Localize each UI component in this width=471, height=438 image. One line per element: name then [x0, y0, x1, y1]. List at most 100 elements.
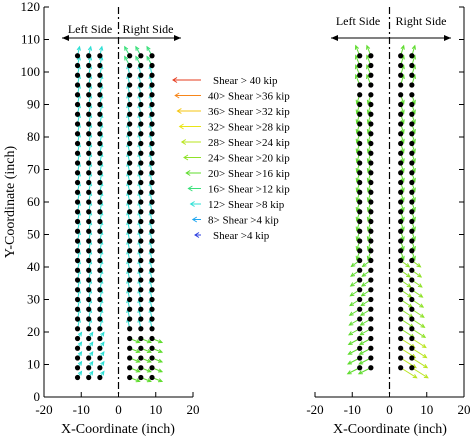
bolt-point — [97, 199, 103, 205]
bolt-point — [97, 345, 103, 351]
bolt-point — [86, 296, 92, 303]
bolt-point — [357, 316, 363, 322]
bolt-point — [409, 257, 415, 264]
bolt-point — [86, 179, 92, 186]
bolt-point — [357, 160, 363, 166]
bolt-point — [368, 345, 374, 351]
bolt-point — [149, 365, 155, 371]
bolt-point — [357, 267, 363, 273]
bolt-point — [138, 82, 144, 88]
bolt-point — [86, 53, 92, 59]
shear-vector — [411, 328, 427, 339]
bolt-point — [398, 316, 404, 322]
bolt-point — [74, 228, 81, 234]
bolt-point — [409, 199, 415, 205]
bolt-point — [74, 209, 81, 215]
legend-label: 28> Shear >24 kip — [208, 137, 290, 149]
bolt-point — [368, 316, 374, 322]
legend-arrow — [180, 139, 201, 145]
bolt-point — [97, 111, 103, 117]
bolt-point — [357, 82, 363, 88]
bolt-point — [368, 62, 374, 69]
bolt-point — [398, 62, 404, 69]
bolt-point — [127, 365, 133, 371]
bolt-point — [127, 150, 133, 156]
bolt-point — [138, 53, 144, 59]
legend-entry: Shear > 40 kip — [172, 75, 278, 87]
bolt-point — [409, 296, 415, 303]
bolt-point — [97, 218, 103, 225]
legend-label: 16> Shear >12 kip — [208, 184, 290, 196]
bolt-point — [398, 296, 404, 303]
bolt-point — [357, 170, 363, 176]
y-tick-label: 10 — [27, 357, 40, 372]
y-tick-label: 60 — [27, 194, 40, 209]
bolt-point — [357, 335, 363, 342]
bolt-point — [127, 306, 133, 312]
bolt-point — [138, 62, 144, 69]
bolt-point — [138, 355, 144, 361]
legend-entry: 16> Shear >12 kip — [187, 184, 290, 196]
bolt-point — [409, 316, 415, 322]
bolt-point — [127, 179, 133, 186]
y-tick-label: 120 — [21, 0, 41, 14]
bolt-point — [398, 277, 404, 283]
bolt-point — [74, 267, 81, 273]
bolt-point — [138, 218, 144, 225]
bolt-point — [138, 189, 144, 195]
bolt-point — [357, 111, 363, 117]
y-tick-label: 80 — [27, 129, 40, 144]
bolt-point — [149, 72, 155, 78]
bolt-point — [409, 160, 415, 166]
bolt-point — [368, 82, 374, 88]
legend-entry: 36> Shear >32 kip — [176, 106, 290, 118]
legend-entry: 28> Shear >24 kip — [180, 137, 290, 149]
legend-label: 20> Shear >16 kip — [208, 168, 290, 180]
bolt-point — [74, 179, 81, 186]
shear-vector — [400, 367, 418, 379]
bolt-point — [149, 374, 155, 381]
bolt-point — [149, 160, 155, 166]
legend-entry: 8> Shear >4 kip — [191, 215, 279, 227]
legend-entry: 12> Shear >8 kip — [189, 199, 285, 211]
bolt-point — [138, 248, 144, 254]
y-tick-label: 0 — [34, 389, 41, 404]
bolt-point — [74, 150, 81, 156]
legend-label: Shear > 40 kip — [213, 75, 278, 87]
bolt-point — [86, 82, 92, 88]
bolt-point — [86, 238, 92, 244]
bolt-point — [86, 267, 92, 273]
bolt-point — [409, 189, 415, 195]
bolt-point — [97, 160, 103, 166]
bolt-point — [127, 345, 133, 351]
bolt-point — [368, 355, 374, 361]
bolt-point — [86, 316, 92, 322]
bolt-point — [368, 296, 374, 303]
legend-arrow — [185, 170, 201, 176]
bolt-point — [74, 170, 81, 176]
bolt-point — [357, 355, 363, 361]
bolt-point — [357, 179, 363, 186]
shear-vector — [411, 357, 429, 369]
bolt-point — [138, 121, 144, 127]
bolt-point — [357, 101, 363, 108]
bolt-point — [74, 365, 81, 371]
bolt-point — [357, 53, 363, 59]
bolt-point — [149, 287, 155, 293]
bolt-point — [138, 160, 144, 166]
bolt-point — [398, 92, 404, 98]
bolt-point — [149, 238, 155, 244]
bolt-point — [86, 111, 92, 117]
panel-1-x-axis-label: X-Coordinate (inch) — [61, 422, 175, 437]
bolt-point — [127, 296, 133, 303]
bolt-point — [74, 92, 81, 98]
bolt-point — [409, 287, 415, 293]
legend-entry: 32> Shear >28 kip — [178, 122, 290, 134]
bolt-point — [138, 170, 144, 176]
bolt-point — [409, 218, 415, 225]
bolt-point — [398, 189, 404, 195]
bolt-point — [86, 345, 92, 351]
bolt-point — [149, 335, 155, 342]
bolt-point — [149, 218, 155, 225]
bolt-point — [398, 335, 404, 342]
